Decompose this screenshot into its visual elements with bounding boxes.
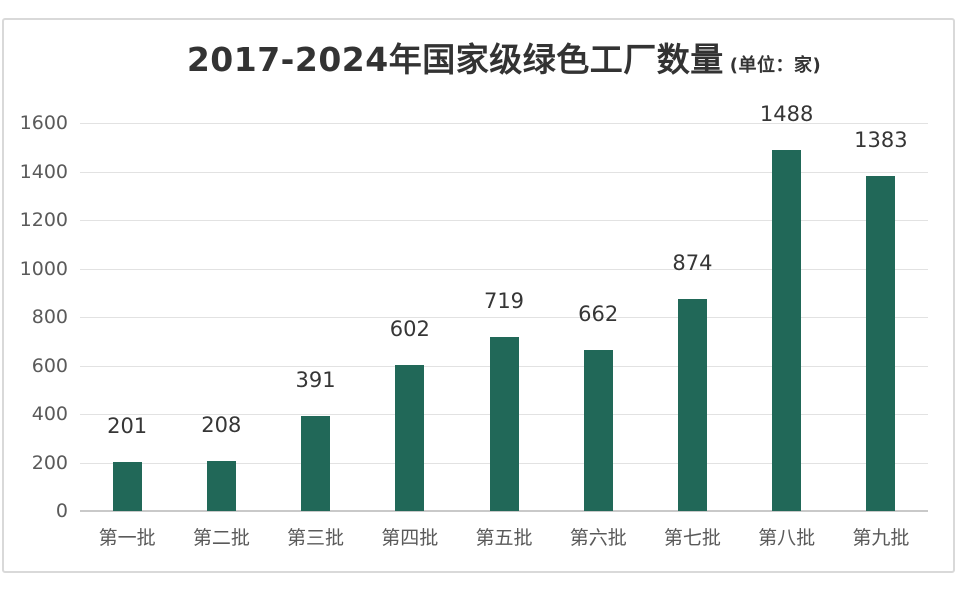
chart-title-text: 2017-2024年国家级绿色工厂数量 bbox=[186, 40, 724, 79]
bar bbox=[677, 299, 707, 511]
y-axis-tick-label: 1400 bbox=[19, 160, 68, 183]
bar bbox=[489, 336, 519, 511]
y-axis-tick-label: 400 bbox=[31, 403, 68, 425]
bar bbox=[395, 365, 425, 511]
y-axis-tick-label: 1000 bbox=[19, 257, 68, 280]
bar-value-label: 208 bbox=[201, 412, 242, 437]
bar-value-label: 1383 bbox=[854, 127, 908, 152]
x-axis-line bbox=[80, 510, 928, 512]
bar bbox=[866, 175, 896, 511]
chart-title: 2017-2024年国家级绿色工厂数量 (单位：家) bbox=[80, 40, 928, 86]
gridline bbox=[80, 171, 928, 173]
bar bbox=[772, 150, 802, 511]
y-axis-tick-label: 200 bbox=[31, 451, 68, 474]
bar bbox=[112, 462, 142, 511]
bar-value-label: 1488 bbox=[759, 102, 814, 127]
chart-container: 2017-2024年国家级绿色工厂数量 (单位：家) 0 200 400 600 800 1… bbox=[2, 18, 955, 573]
bar bbox=[206, 460, 236, 511]
y-axis-tick-label: 800 bbox=[31, 306, 68, 328]
bar-value-label: 201 bbox=[107, 414, 148, 439]
x-axis-category-label: 第二批 bbox=[192, 527, 250, 549]
x-axis-category-label: 第九批 bbox=[852, 527, 910, 549]
x-axis-category-label: 第七批 bbox=[663, 527, 721, 549]
x-axis-category-label: 第八批 bbox=[758, 527, 816, 549]
bar-value-label: 874 bbox=[672, 251, 713, 276]
gridline bbox=[80, 123, 928, 124]
y-axis-tick-label: 1600 bbox=[19, 112, 68, 134]
x-axis-category-label: 第三批 bbox=[287, 527, 345, 549]
bar-value-label: 719 bbox=[483, 288, 525, 313]
bar-value-label: 391 bbox=[295, 368, 336, 393]
x-axis-category-label: 第五批 bbox=[475, 527, 533, 549]
bar-value-label: 602 bbox=[389, 317, 430, 341]
x-axis-category-label: 第一批 bbox=[98, 527, 156, 549]
bar bbox=[301, 416, 331, 511]
x-axis-category-label: 第六批 bbox=[569, 527, 627, 549]
bar-value-label: 662 bbox=[578, 302, 619, 327]
y-axis-tick-label: 0 bbox=[55, 500, 68, 522]
x-axis-category-label: 第四批 bbox=[381, 527, 439, 549]
chart-title-unit-label: (单位：家) bbox=[729, 55, 822, 76]
bar bbox=[583, 350, 613, 511]
gridline bbox=[80, 317, 928, 318]
y-axis-tick-label: 600 bbox=[31, 354, 68, 377]
gridline bbox=[80, 268, 928, 270]
gridline bbox=[80, 220, 928, 221]
y-axis-tick-label: 1200 bbox=[19, 209, 68, 231]
plot-area: 0 200 400 600 800 1000 1200 1400 1600 201 第一批 208 第二… bbox=[20, 102, 928, 549]
